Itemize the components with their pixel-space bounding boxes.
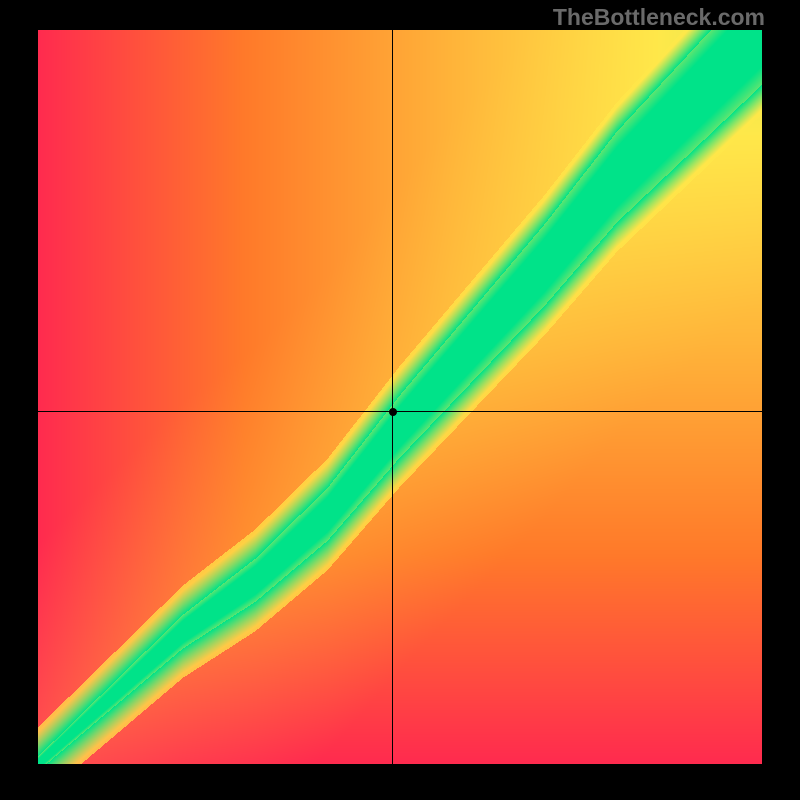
outer-frame: TheBottleneck.com <box>0 0 800 800</box>
crosshair-marker <box>389 408 397 416</box>
crosshair-vertical <box>392 30 393 764</box>
crosshair-horizontal <box>38 411 762 412</box>
heatmap-canvas <box>38 30 762 764</box>
watermark-text: TheBottleneck.com <box>553 4 765 31</box>
